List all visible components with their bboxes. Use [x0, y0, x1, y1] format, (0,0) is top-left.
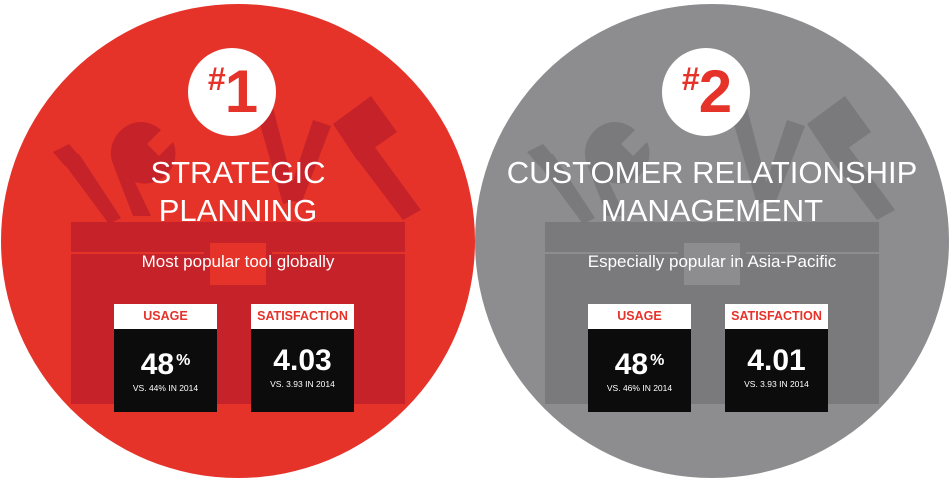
- satisfaction-value: 4.03: [273, 344, 332, 377]
- satisfaction-label: SATISFACTION: [251, 304, 354, 329]
- rank-badge: #1: [188, 48, 276, 136]
- satisfaction-label: SATISFACTION: [725, 304, 828, 329]
- tool-title-line-1: STRATEGIC: [150, 155, 326, 190]
- usage-stat-box: USAGE 48% VS. 44% IN 2014: [114, 304, 217, 412]
- tool-title: CUSTOMER RELATIONSHIP MANAGEMENT: [475, 154, 949, 230]
- tool-title-line-2: MANAGEMENT: [600, 193, 824, 228]
- usage-compare: VS. 46% IN 2014: [606, 383, 673, 393]
- tool-card-customer-relationship-management: #2 CUSTOMER RELATIONSHIP MANAGEMENT Espe…: [475, 4, 949, 478]
- usage-label: USAGE: [588, 304, 691, 329]
- tool-title-line-1: CUSTOMER RELATIONSHIP: [506, 155, 918, 190]
- rank-number: #2: [681, 58, 732, 125]
- usage-stat-box: USAGE 48% VS. 46% IN 2014: [588, 304, 691, 412]
- usage-value: 48%: [614, 348, 665, 381]
- tool-subtitle: Most popular tool globally: [141, 252, 335, 271]
- usage-value: 48%: [140, 348, 191, 381]
- tool-title-line-2: PLANNING: [158, 193, 318, 228]
- satisfaction-compare: VS. 3.93 IN 2014: [744, 379, 809, 389]
- satisfaction-value: 4.01: [747, 344, 806, 377]
- rank-badge: #2: [662, 48, 750, 136]
- usage-label: USAGE: [114, 304, 217, 329]
- satisfaction-stat-box: SATISFACTION 4.03 VS. 3.93 IN 2014: [251, 304, 354, 412]
- satisfaction-compare: VS. 3.93 IN 2014: [270, 379, 335, 389]
- rank-number: #1: [207, 58, 258, 125]
- tool-card-strategic-planning: #1 STRATEGIC PLANNING Most popular tool …: [1, 4, 475, 478]
- tool-subtitle: Especially popular in Asia-Pacific: [587, 252, 837, 271]
- satisfaction-stat-box: SATISFACTION 4.01 VS. 3.93 IN 2014: [725, 304, 828, 412]
- tool-title: STRATEGIC PLANNING: [1, 154, 475, 230]
- usage-compare: VS. 44% IN 2014: [132, 383, 199, 393]
